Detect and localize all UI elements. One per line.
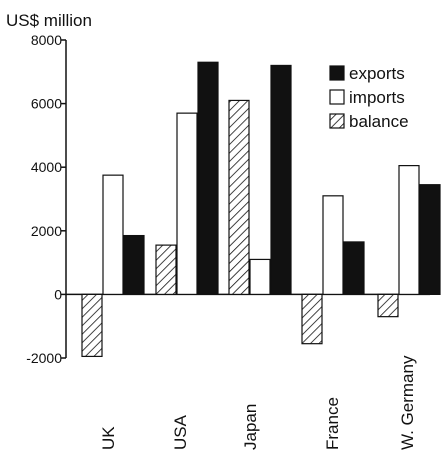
x-category-label: France (323, 397, 342, 450)
legend-swatch-exports (329, 65, 345, 81)
bar-balance-w-germany (377, 293, 399, 318)
legend-label-imports: imports (349, 88, 405, 107)
y-tick-label: 2000 (31, 223, 62, 239)
x-category-label: USA (171, 414, 190, 450)
bar-exports-w-germany (419, 184, 441, 296)
legend-label-balance: balance (349, 112, 409, 131)
x-axis-labels: UK USA Japan France W. Germany (99, 355, 417, 450)
bar-exports-france (343, 241, 365, 295)
legend-swatch-imports (329, 89, 345, 105)
y-tick-label: 8000 (31, 32, 62, 48)
y-tick-label: 6000 (31, 96, 62, 112)
bar-imports-france (322, 195, 344, 296)
bar-imports-w-germany (398, 165, 420, 295)
x-category-label: Japan (241, 404, 260, 450)
y-tick-label: -2000 (26, 350, 62, 366)
bars (81, 61, 441, 358)
x-category-label: UK (99, 426, 118, 450)
y-tick-label: 4000 (31, 159, 62, 175)
y-tick-label: 0 (54, 286, 62, 302)
legend-label-exports: exports (349, 64, 405, 83)
legend: exports imports balance (329, 64, 409, 131)
bar-balance-japan (228, 99, 250, 295)
bar-balance-usa (155, 244, 177, 296)
bar-imports-uk (102, 174, 124, 295)
legend-swatch-balance (329, 113, 345, 129)
bar-balance-france (301, 293, 323, 345)
bar-imports-japan (249, 258, 271, 296)
bar-exports-uk (123, 234, 145, 296)
y-unit-label: US$ million (6, 11, 92, 30)
bar-balance-uk (81, 293, 103, 358)
bar-imports-usa (176, 112, 198, 295)
bar-exports-japan (270, 64, 292, 296)
bar-exports-usa (197, 61, 219, 295)
x-category-label: W. Germany (398, 355, 417, 450)
